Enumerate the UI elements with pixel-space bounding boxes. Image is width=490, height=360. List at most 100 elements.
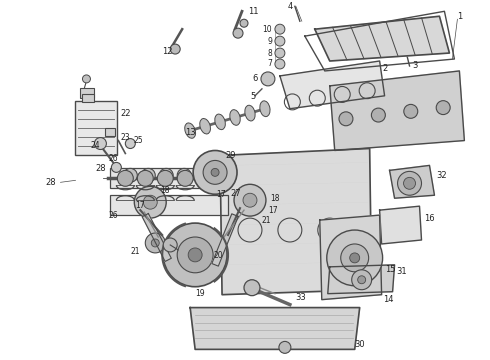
Circle shape [163,238,177,252]
Circle shape [163,223,227,287]
Text: 22: 22 [121,109,131,118]
Polygon shape [380,206,421,244]
Ellipse shape [245,105,255,121]
Text: 4: 4 [287,2,293,11]
Text: 10: 10 [262,25,272,34]
Text: 11: 11 [248,7,259,16]
Text: 20: 20 [213,251,223,260]
Circle shape [358,276,366,284]
Bar [105,128,115,136]
Text: 31: 31 [396,267,407,276]
Circle shape [404,104,418,118]
Ellipse shape [200,118,211,134]
Circle shape [203,161,227,184]
Text: 24: 24 [91,141,100,150]
Text: 30: 30 [355,340,366,349]
Circle shape [188,248,202,262]
Circle shape [177,237,213,273]
Ellipse shape [215,114,225,130]
Circle shape [275,48,285,58]
Bar [110,195,228,215]
Text: 26: 26 [108,154,118,163]
Circle shape [436,101,450,114]
Circle shape [157,170,173,186]
Circle shape [240,19,248,27]
Text: 3: 3 [413,62,418,71]
Text: 2: 2 [383,64,388,73]
Circle shape [339,112,353,126]
Text: 5: 5 [250,92,255,101]
Text: 32: 32 [437,171,447,180]
Circle shape [275,59,285,69]
Circle shape [123,168,137,182]
Text: 15: 15 [385,265,395,274]
Circle shape [233,28,243,38]
Text: 17: 17 [135,201,145,210]
Polygon shape [320,215,382,300]
Polygon shape [220,149,371,295]
Text: 14: 14 [383,295,393,304]
Circle shape [397,171,421,195]
Circle shape [341,244,368,272]
Text: 16: 16 [424,213,435,222]
Bar [75,101,118,156]
Circle shape [371,108,385,122]
Text: 17: 17 [217,190,226,199]
Text: 23: 23 [121,133,130,142]
Circle shape [134,186,166,218]
Circle shape [195,168,209,182]
Bar [110,168,228,188]
Circle shape [244,280,260,296]
Circle shape [111,162,122,172]
Polygon shape [390,165,435,198]
Circle shape [159,168,173,182]
Polygon shape [142,213,172,261]
Circle shape [177,168,191,182]
Circle shape [145,233,165,253]
Circle shape [170,44,180,54]
Text: 7: 7 [267,59,272,68]
Circle shape [118,170,133,186]
Polygon shape [315,16,449,61]
Ellipse shape [230,110,240,125]
Text: 28: 28 [46,178,56,187]
Circle shape [137,170,153,186]
Circle shape [275,36,285,46]
Circle shape [141,168,155,182]
Circle shape [82,75,91,83]
Circle shape [404,177,416,189]
Text: 26: 26 [108,211,118,220]
Circle shape [95,138,106,149]
Text: 13: 13 [185,128,196,137]
Circle shape [125,139,135,149]
Polygon shape [212,214,238,266]
Circle shape [261,72,275,86]
Polygon shape [280,61,385,109]
Circle shape [151,239,159,247]
Text: 9: 9 [267,37,272,46]
Ellipse shape [185,123,196,138]
Circle shape [243,193,257,207]
Text: 1: 1 [457,12,463,21]
Polygon shape [328,265,394,294]
Text: 27: 27 [230,189,241,198]
Text: 33: 33 [295,293,306,302]
Polygon shape [190,307,360,349]
Circle shape [352,270,371,290]
Polygon shape [330,71,465,150]
Text: 28: 28 [96,164,106,173]
Circle shape [143,195,157,209]
Ellipse shape [260,101,270,117]
Text: 25: 25 [133,136,143,145]
Bar [82,94,95,102]
Text: 29: 29 [225,151,236,160]
Bar [80,88,95,98]
Circle shape [327,230,383,286]
Text: 21: 21 [130,247,140,256]
Text: 6: 6 [252,75,258,84]
Text: 19: 19 [195,289,205,298]
Circle shape [234,184,266,216]
Text: 21: 21 [262,216,271,225]
Circle shape [177,170,193,186]
Text: 12: 12 [162,46,173,55]
